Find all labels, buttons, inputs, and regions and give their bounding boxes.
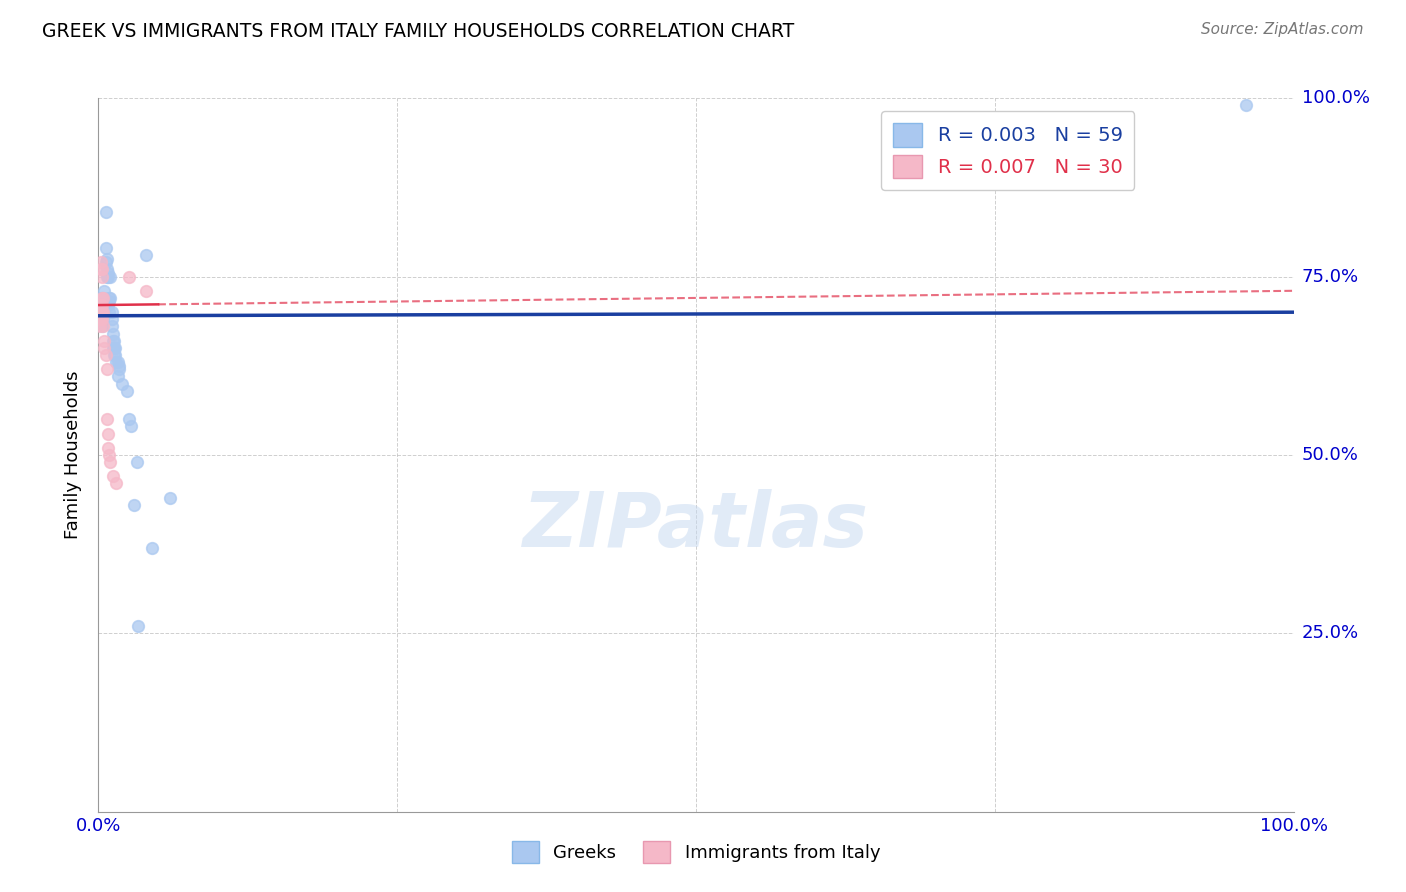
Point bbox=[91, 294, 114, 309]
Point bbox=[101, 334, 124, 348]
Point bbox=[96, 412, 118, 426]
Point bbox=[124, 498, 146, 512]
Point bbox=[104, 341, 127, 355]
Y-axis label: Family Households: Family Households bbox=[65, 371, 83, 539]
Point bbox=[100, 312, 122, 326]
Point bbox=[120, 419, 142, 434]
Point bbox=[103, 348, 125, 362]
Point bbox=[91, 319, 114, 334]
Point bbox=[93, 334, 115, 348]
Point bbox=[91, 305, 114, 319]
Point bbox=[98, 269, 122, 284]
Point bbox=[90, 305, 112, 319]
Point bbox=[91, 312, 114, 326]
Point bbox=[115, 384, 138, 398]
Point bbox=[90, 291, 112, 305]
Point bbox=[93, 341, 115, 355]
Point bbox=[94, 241, 117, 255]
Point bbox=[91, 291, 114, 305]
Point bbox=[91, 269, 114, 284]
Point bbox=[98, 291, 121, 305]
Point bbox=[98, 448, 121, 462]
Point bbox=[101, 341, 124, 355]
Point bbox=[90, 309, 112, 323]
Point bbox=[89, 312, 111, 326]
Point bbox=[101, 326, 124, 341]
Point bbox=[97, 269, 120, 284]
Point bbox=[125, 455, 148, 469]
Point bbox=[135, 248, 157, 262]
Point bbox=[107, 362, 129, 376]
Point bbox=[96, 252, 118, 266]
Point bbox=[91, 305, 114, 319]
Point bbox=[91, 312, 114, 326]
Point bbox=[91, 305, 114, 319]
Point bbox=[91, 291, 114, 305]
Point bbox=[100, 305, 122, 319]
Point bbox=[98, 291, 122, 305]
Point bbox=[98, 455, 122, 469]
Point bbox=[103, 334, 125, 348]
Point bbox=[118, 412, 141, 426]
Point bbox=[91, 262, 114, 277]
Point bbox=[141, 541, 163, 555]
Point bbox=[91, 298, 114, 312]
Point bbox=[104, 348, 127, 362]
Point bbox=[127, 619, 149, 633]
Point bbox=[91, 301, 114, 316]
Point bbox=[135, 284, 157, 298]
Point bbox=[91, 319, 114, 334]
Point bbox=[97, 426, 120, 441]
Point bbox=[90, 255, 112, 269]
Point bbox=[96, 269, 118, 284]
Point bbox=[107, 355, 129, 369]
Text: 75.0%: 75.0% bbox=[1302, 268, 1360, 285]
Point bbox=[98, 294, 121, 309]
Point bbox=[105, 476, 128, 491]
Legend: Greeks, Immigrants from Italy: Greeks, Immigrants from Italy bbox=[505, 834, 887, 871]
Point bbox=[96, 362, 118, 376]
Point bbox=[96, 262, 118, 277]
Point bbox=[91, 305, 114, 319]
Point bbox=[94, 255, 117, 269]
Point bbox=[90, 312, 112, 326]
Point bbox=[159, 491, 181, 505]
Point bbox=[94, 348, 117, 362]
Text: 100.0%: 100.0% bbox=[1302, 89, 1369, 107]
Point bbox=[91, 305, 114, 319]
Point bbox=[91, 298, 114, 312]
Text: ZIPatlas: ZIPatlas bbox=[523, 490, 869, 563]
Point bbox=[97, 298, 120, 312]
Point bbox=[101, 469, 124, 483]
Point bbox=[89, 319, 111, 334]
Point bbox=[93, 284, 115, 298]
Point bbox=[98, 305, 121, 319]
Point bbox=[91, 312, 114, 326]
Point bbox=[103, 341, 125, 355]
Point bbox=[90, 262, 112, 277]
Point bbox=[93, 294, 115, 309]
Point bbox=[91, 309, 114, 323]
Point bbox=[93, 305, 115, 319]
Text: Source: ZipAtlas.com: Source: ZipAtlas.com bbox=[1201, 22, 1364, 37]
Point bbox=[90, 305, 112, 319]
Text: 25.0%: 25.0% bbox=[1302, 624, 1360, 642]
Text: 50.0%: 50.0% bbox=[1302, 446, 1358, 464]
Point bbox=[91, 298, 114, 312]
Point bbox=[90, 298, 112, 312]
Point bbox=[107, 359, 129, 373]
Point bbox=[94, 205, 117, 219]
Point bbox=[100, 319, 122, 334]
Point bbox=[97, 441, 120, 455]
Point bbox=[105, 355, 128, 369]
Point bbox=[1234, 98, 1257, 112]
Point bbox=[91, 291, 114, 305]
Point bbox=[118, 269, 141, 284]
Point bbox=[107, 369, 129, 384]
Point bbox=[90, 305, 112, 319]
Text: GREEK VS IMMIGRANTS FROM ITALY FAMILY HOUSEHOLDS CORRELATION CHART: GREEK VS IMMIGRANTS FROM ITALY FAMILY HO… bbox=[42, 22, 794, 41]
Point bbox=[111, 376, 134, 391]
Point bbox=[97, 266, 120, 280]
